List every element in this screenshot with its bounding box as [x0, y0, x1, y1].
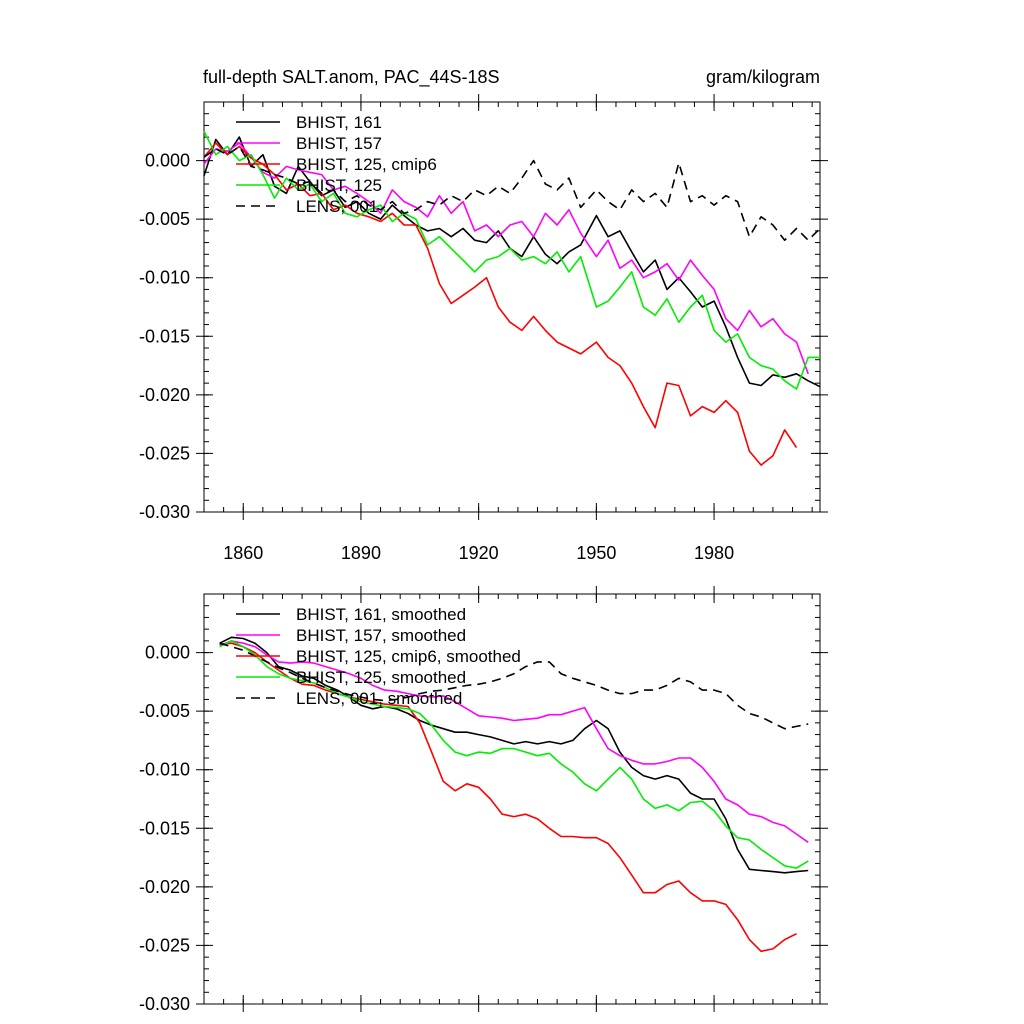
- x-tick-label: 1860: [223, 543, 263, 563]
- x-tick-label: 1890: [341, 543, 381, 563]
- legend-label: BHIST, 125, smoothed: [296, 668, 466, 687]
- y-tick-label: 0.000: [145, 643, 190, 663]
- y-tick-label: -0.020: [139, 385, 190, 405]
- legend-label: BHIST, 157: [296, 134, 382, 153]
- legend-label: LENS, 001: [296, 197, 378, 216]
- plot-frame: [203, 101, 821, 513]
- top-panel: 0.000 -0.005 -0.010 -0.015 -0.020 -0.025 -0.03…: [139, 94, 828, 563]
- series-line-2: [219, 642, 797, 953]
- series-line-1: [203, 142, 809, 375]
- legend-label: BHIST, 157, smoothed: [296, 626, 466, 645]
- series-line-4: [219, 642, 809, 730]
- series-line-0: [203, 136, 821, 388]
- bottom-panel: 0.000 -0.005 -0.010 -0.015 -0.020 -0.025 -0.03…: [139, 586, 828, 1014]
- series-line-1: [219, 640, 809, 843]
- y-tick-label: -0.030: [139, 994, 190, 1014]
- y-tick-label: -0.025: [139, 935, 190, 955]
- y-tick-label: -0.030: [139, 502, 190, 522]
- legend-label: BHIST, 161: [296, 113, 382, 132]
- y-tick-label: -0.015: [139, 818, 190, 838]
- x-tick-label: 1980: [694, 543, 734, 563]
- chart-title: full-depth SALT.anom, PAC_44S-18S: [203, 67, 500, 88]
- y-tick-label: -0.015: [139, 326, 190, 346]
- legend-label: BHIST, 125: [296, 176, 382, 195]
- y-tick-label: -0.025: [139, 443, 190, 463]
- series-line-0: [219, 636, 809, 874]
- x-tick-label: 1920: [459, 543, 499, 563]
- series-line-3: [203, 130, 820, 390]
- y-tick-label: -0.010: [139, 268, 190, 288]
- x-tick-label: 1950: [576, 543, 616, 563]
- legend-label: BHIST, 161, smoothed: [296, 605, 466, 624]
- y-tick-label: -0.020: [139, 877, 190, 897]
- y-tick-label: -0.005: [139, 209, 190, 229]
- legend-label: BHIST, 125, cmip6: [296, 155, 437, 174]
- legend-label: BHIST, 125, cmip6, smoothed: [296, 647, 521, 666]
- series-line-4: [203, 145, 821, 241]
- y-tick-label: -0.005: [139, 701, 190, 721]
- y-tick-label: 0.000: [145, 151, 190, 171]
- chart-units: gram/kilogram: [706, 67, 820, 87]
- legend-label: LENS, 001, smoothed: [296, 689, 462, 708]
- plot-frame: [203, 593, 821, 1005]
- y-tick-label: -0.010: [139, 760, 190, 780]
